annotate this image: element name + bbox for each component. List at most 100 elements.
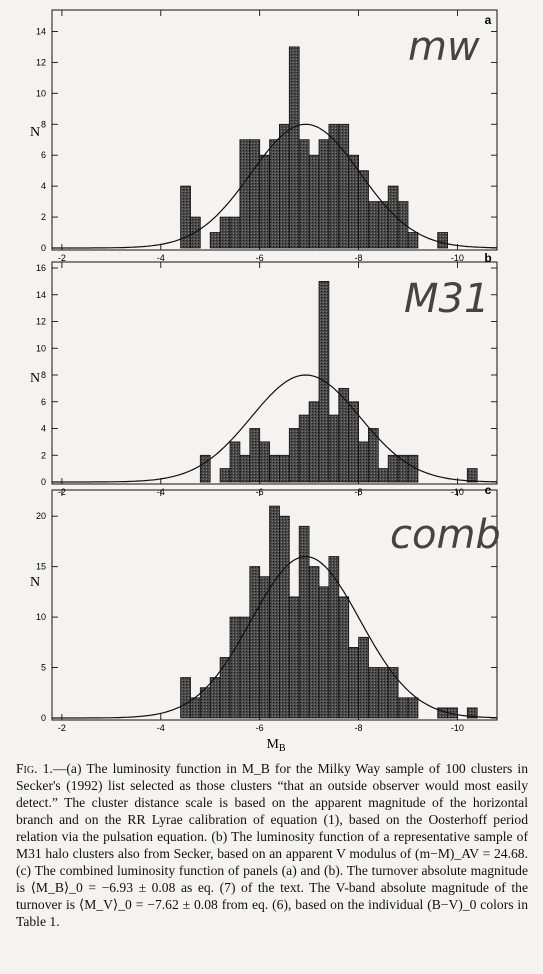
panel-b-bar bbox=[377, 468, 389, 483]
y-tick-label: 6 bbox=[41, 397, 46, 407]
y-tick-label: 12 bbox=[36, 57, 46, 67]
panel-b-fit-curve bbox=[52, 374, 498, 483]
panel-b-bar bbox=[367, 428, 379, 483]
panel-b-bar bbox=[298, 414, 310, 483]
panel-a-bar bbox=[219, 216, 231, 249]
panel-a-bar bbox=[269, 139, 280, 249]
panel-a-annotation: mw bbox=[408, 24, 480, 70]
panel-a-bar bbox=[239, 139, 251, 249]
panel-b-ylabel: N bbox=[30, 371, 40, 386]
panel-a-bar bbox=[209, 232, 221, 249]
panel-a-fit-curve bbox=[52, 123, 497, 249]
figure-caption: Fig. 1.—(a) The luminosity function in M… bbox=[16, 760, 528, 930]
panel-b-bar bbox=[278, 454, 290, 483]
x-tick-label: -8 bbox=[355, 253, 363, 263]
panel-a-ylabel: N bbox=[30, 125, 40, 140]
panel-b-bar bbox=[387, 454, 399, 483]
panel-b-bar bbox=[219, 468, 231, 483]
panel-c-bar bbox=[229, 616, 241, 719]
panel-b-frame bbox=[51, 261, 498, 485]
panel-c-bar bbox=[387, 667, 399, 719]
panel-c-bar bbox=[358, 636, 369, 719]
x-tick-label: -10 bbox=[451, 723, 464, 733]
panel-a-bar bbox=[437, 232, 449, 249]
panel-a-yticks: 0 2 4 6 8 10 12 14 bbox=[36, 26, 497, 253]
panel-b-bars bbox=[199, 280, 478, 483]
caption-text: —(a) The luminosity function in M_B for … bbox=[16, 761, 529, 929]
panel-b-bar bbox=[328, 414, 340, 483]
y-tick-label: 12 bbox=[36, 317, 46, 327]
panel-a-bar bbox=[278, 123, 290, 249]
panel-c-bar bbox=[367, 667, 379, 719]
panel-c-bar bbox=[308, 566, 320, 719]
panel-a-bar bbox=[397, 201, 409, 249]
x-tick-label: -2 bbox=[58, 723, 66, 733]
panel-b-label: b bbox=[484, 251, 491, 265]
panel-a-bar bbox=[229, 216, 241, 249]
panel-b-bar bbox=[397, 454, 409, 483]
panel-a-bar bbox=[259, 154, 271, 249]
panel-c-bar bbox=[298, 525, 310, 719]
y-tick-label: 0 bbox=[41, 243, 46, 253]
y-tick-label: 2 bbox=[41, 450, 46, 460]
panel-a-bar bbox=[298, 139, 310, 249]
panel-b-annotation: M31 bbox=[404, 276, 489, 322]
panel-c-bar bbox=[338, 596, 350, 719]
panel-c-yticks: 0 5 10 15 20 bbox=[36, 511, 497, 723]
panel-c-bar bbox=[397, 697, 409, 719]
panel-a: a N mw 0 2 4 6 8 10 12 14 -2 -4 -6 -8 -10 bbox=[30, 9, 498, 263]
panel-c-label: c bbox=[485, 483, 492, 497]
panel-c-bar bbox=[278, 515, 290, 719]
y-tick-label: 5 bbox=[41, 663, 46, 673]
panel-a-bar bbox=[249, 139, 261, 249]
panel-a-label: a bbox=[485, 13, 492, 27]
panel-a-bar bbox=[367, 201, 379, 249]
caption-fig-label: Fig. 1. bbox=[16, 761, 53, 776]
panel-a-frame bbox=[51, 9, 498, 251]
y-tick-label: 0 bbox=[41, 713, 46, 723]
panel-c-frame bbox=[51, 489, 498, 721]
panel-c-bar bbox=[318, 586, 330, 719]
panel-c-bar bbox=[437, 707, 449, 719]
x-tick-label: -6 bbox=[256, 723, 264, 733]
y-tick-label: 8 bbox=[41, 370, 46, 380]
panel-c-bar bbox=[219, 657, 231, 719]
panel-c-ylabel: N bbox=[30, 575, 40, 590]
x-tick-label: -6 bbox=[256, 253, 264, 263]
y-tick-label: 15 bbox=[36, 562, 46, 572]
x-tick-label: -8 bbox=[355, 723, 363, 733]
panel-c: c N comb 0 5 10 15 20 -2 -4 -6 -8 -10 MB bbox=[30, 483, 501, 754]
panel-b-bar bbox=[239, 454, 251, 483]
y-tick-label: 14 bbox=[36, 290, 46, 300]
panel-b-bar bbox=[358, 441, 369, 483]
panel-b-bar bbox=[466, 468, 478, 483]
y-tick-label: 16 bbox=[36, 263, 46, 273]
panel-b-bar bbox=[199, 454, 211, 483]
panel-b-bar bbox=[288, 428, 300, 483]
panel-a-bar bbox=[407, 232, 419, 249]
panel-b-bar bbox=[318, 280, 330, 483]
panel-b-bar bbox=[229, 441, 241, 483]
panel-c-bar bbox=[249, 566, 261, 719]
panel-c-bar bbox=[377, 667, 389, 719]
panel-a-bar bbox=[308, 154, 320, 249]
y-tick-label: 14 bbox=[36, 26, 46, 36]
panel-a-bar bbox=[377, 201, 389, 249]
x-tick-label: -10 bbox=[451, 253, 464, 263]
y-tick-label: 6 bbox=[41, 150, 46, 160]
luminosity-function-figure: a N mw 0 2 4 6 8 10 12 14 -2 -4 -6 -8 -10 b N M31 0… bbox=[30, 9, 501, 754]
y-tick-label: 10 bbox=[36, 612, 46, 622]
y-tick-label: 4 bbox=[41, 424, 46, 434]
panel-a-bar bbox=[288, 46, 300, 249]
panel-b: b N M31 0 2 4 6 8 10 12 14 16 -2 -4 -6 -8 -10 bbox=[30, 251, 498, 497]
panel-c-bars bbox=[180, 505, 478, 719]
y-tick-label: 8 bbox=[41, 119, 46, 129]
panel-c-annotation: comb bbox=[390, 512, 501, 558]
y-tick-label: 10 bbox=[36, 88, 46, 98]
y-tick-label: 0 bbox=[41, 477, 46, 487]
panel-c-xlabel: MB bbox=[266, 737, 285, 754]
panel-c-bar bbox=[180, 677, 191, 719]
panel-c-bar bbox=[259, 576, 271, 719]
panel-a-bar bbox=[318, 139, 330, 249]
y-tick-label: 20 bbox=[36, 511, 46, 521]
